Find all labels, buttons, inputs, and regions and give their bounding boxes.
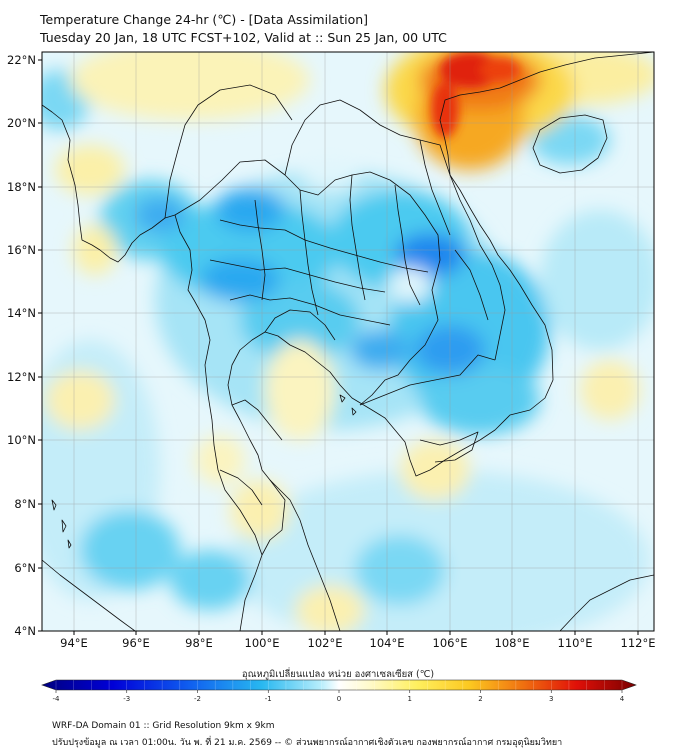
map-subtitle: Tuesday 20 Jan, 18 UTC FCST+102, Valid a… <box>40 30 447 45</box>
colorbar-tick-label: 4 <box>620 695 625 703</box>
footer-model-info: WRF-DA Domain 01 :: Grid Resolution 9km … <box>52 721 275 731</box>
lon-label: 94°E <box>60 636 88 650</box>
provinces-9 <box>231 399 283 441</box>
colorbar-tick-label: 2 <box>478 695 482 703</box>
provinces-5 <box>299 189 319 316</box>
mekong-delta <box>419 431 479 463</box>
lat-label: 16°N <box>7 243 36 257</box>
gulf-of-thailand-coast <box>227 52 654 556</box>
map-gridlines <box>42 52 654 631</box>
provinces-12 <box>454 249 489 321</box>
myanmar-border <box>164 84 293 219</box>
provinces-4 <box>254 199 266 301</box>
colorbar-tick-label: -1 <box>265 695 272 703</box>
lon-label: 112°E <box>621 636 656 650</box>
provinces-6 <box>349 174 366 301</box>
lat-label: 12°N <box>7 370 36 384</box>
laos-vietnam-border <box>284 99 506 361</box>
colorbar-tick-label: 0 <box>337 695 341 703</box>
colorbar-label: อุณหภูมิเปลี่ยนแปลง หน่วย องศาเซลเซียส (… <box>241 669 435 680</box>
footer-credit: ปรับปรุงข้อมูล ณ เวลา 01:00น. วัน พ. ที่… <box>52 738 563 748</box>
temperature-field <box>42 52 654 631</box>
lat-label: 18°N <box>7 180 36 194</box>
map-title: Temperature Change 24-hr (℃) - [Data Ass… <box>40 12 369 27</box>
lat-label: 22°N <box>7 53 36 67</box>
thailand-border <box>174 159 441 406</box>
provinces-7 <box>394 184 421 306</box>
colorbar-ticks: -4 -3 -2 -1 0 1 2 3 4 <box>53 680 625 703</box>
lon-label: 102°E <box>308 636 343 650</box>
lon-label: 100°E <box>245 636 280 650</box>
colorbar-tick-label: -3 <box>123 695 130 703</box>
islands-gulf <box>339 394 357 416</box>
lat-label: 20°N <box>7 116 36 130</box>
west-coastline <box>42 104 263 631</box>
provinces-3 <box>229 294 391 326</box>
colorbar-tick-label: 1 <box>408 695 412 703</box>
lat-label: 6°N <box>14 561 36 575</box>
lon-label: 106°E <box>433 636 468 650</box>
lat-label: 14°N <box>7 306 36 320</box>
islands-andaman <box>51 499 72 549</box>
hainan-island <box>532 114 608 174</box>
colorbar-tick-label: -2 <box>194 695 201 703</box>
lon-label: 108°E <box>495 636 530 650</box>
lon-label: 96°E <box>122 636 150 650</box>
colorbar-tick-label: -4 <box>53 695 61 703</box>
sumatra-coast <box>42 559 136 631</box>
lat-label: 10°N <box>7 433 36 447</box>
coastlines-and-borders <box>42 52 654 631</box>
provinces-10 <box>219 469 263 506</box>
lat-label: 4°N <box>14 624 36 638</box>
provinces-2 <box>209 259 386 293</box>
cambodia-border <box>359 354 496 406</box>
lon-label: 104°E <box>370 636 405 650</box>
lon-label: 98°E <box>185 636 213 650</box>
lon-label: 110°E <box>558 636 593 650</box>
lat-label: 8°N <box>14 497 36 511</box>
borneo-coast <box>559 574 654 631</box>
malay-peninsula-east-coast <box>269 479 341 631</box>
provinces-11 <box>419 139 451 236</box>
provinces-8 <box>264 309 336 341</box>
map-frame <box>41 51 655 632</box>
colorbar: -4 -3 -2 -1 0 1 2 3 4 <box>41 679 637 703</box>
colorbar-tick-label: 3 <box>549 695 553 703</box>
provinces-1 <box>219 219 429 273</box>
